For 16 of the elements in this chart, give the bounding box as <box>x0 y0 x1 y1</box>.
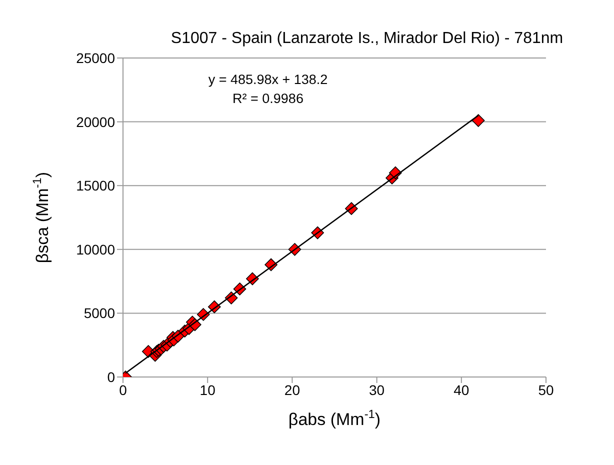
y-tick-label: 5000 <box>84 305 116 322</box>
x-tick-label: 30 <box>369 382 385 398</box>
annotation: R² = 0.9986 <box>232 91 304 106</box>
y-tick-label: 25000 <box>76 50 116 66</box>
x-tick-label: 0 <box>119 382 128 398</box>
x-tick-label: 40 <box>454 382 470 398</box>
y-tick-label: 15000 <box>76 178 116 194</box>
chart-title: S1007 - Spain (Lanzarote Is., Mirador Del Rio) - 781nm <box>170 30 564 48</box>
annotation: y = 485.98x + 138.2 <box>207 72 329 87</box>
y-tick-label: 0 <box>107 368 116 385</box>
x-tick-label: 10 <box>200 382 216 398</box>
y-tick-label: 10000 <box>76 241 116 258</box>
x-tick-label: 50 <box>538 382 554 398</box>
y-tick-label: 20000 <box>76 114 116 130</box>
x-tick-label: 20 <box>284 382 300 398</box>
x-axis-title: βabs (Mm$^{-1}$) <box>288 407 381 429</box>
